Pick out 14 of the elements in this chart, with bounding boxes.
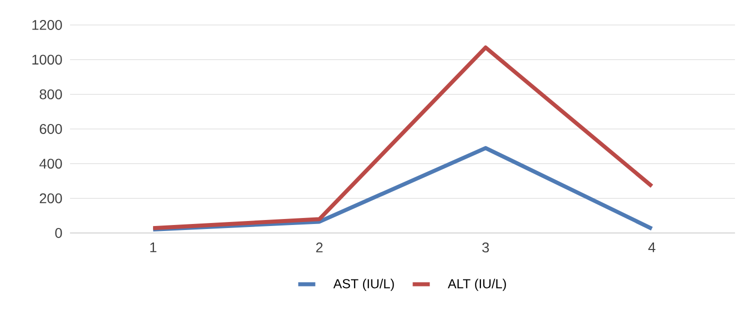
x-tick-label: 4 — [648, 242, 656, 252]
x-tick-label: 2 — [316, 242, 323, 252]
legend-label: ALT (IU/L) — [448, 278, 506, 291]
y-tick-label: 600 — [40, 124, 62, 134]
y-tick-label: 800 — [40, 89, 62, 100]
x-tick-label: 3 — [482, 242, 489, 252]
y-tick-label: 200 — [40, 193, 62, 204]
y-tick-label: 0 — [55, 228, 62, 238]
y-tick-label: 1000 — [32, 54, 62, 65]
y-tick-label: 400 — [39, 158, 62, 169]
line-series — [151, 46, 654, 230]
legend-label: AST (IU/L) — [333, 278, 394, 291]
x-tick-label: 1 — [150, 242, 156, 252]
y-tick-label: 1200 — [32, 20, 62, 30]
